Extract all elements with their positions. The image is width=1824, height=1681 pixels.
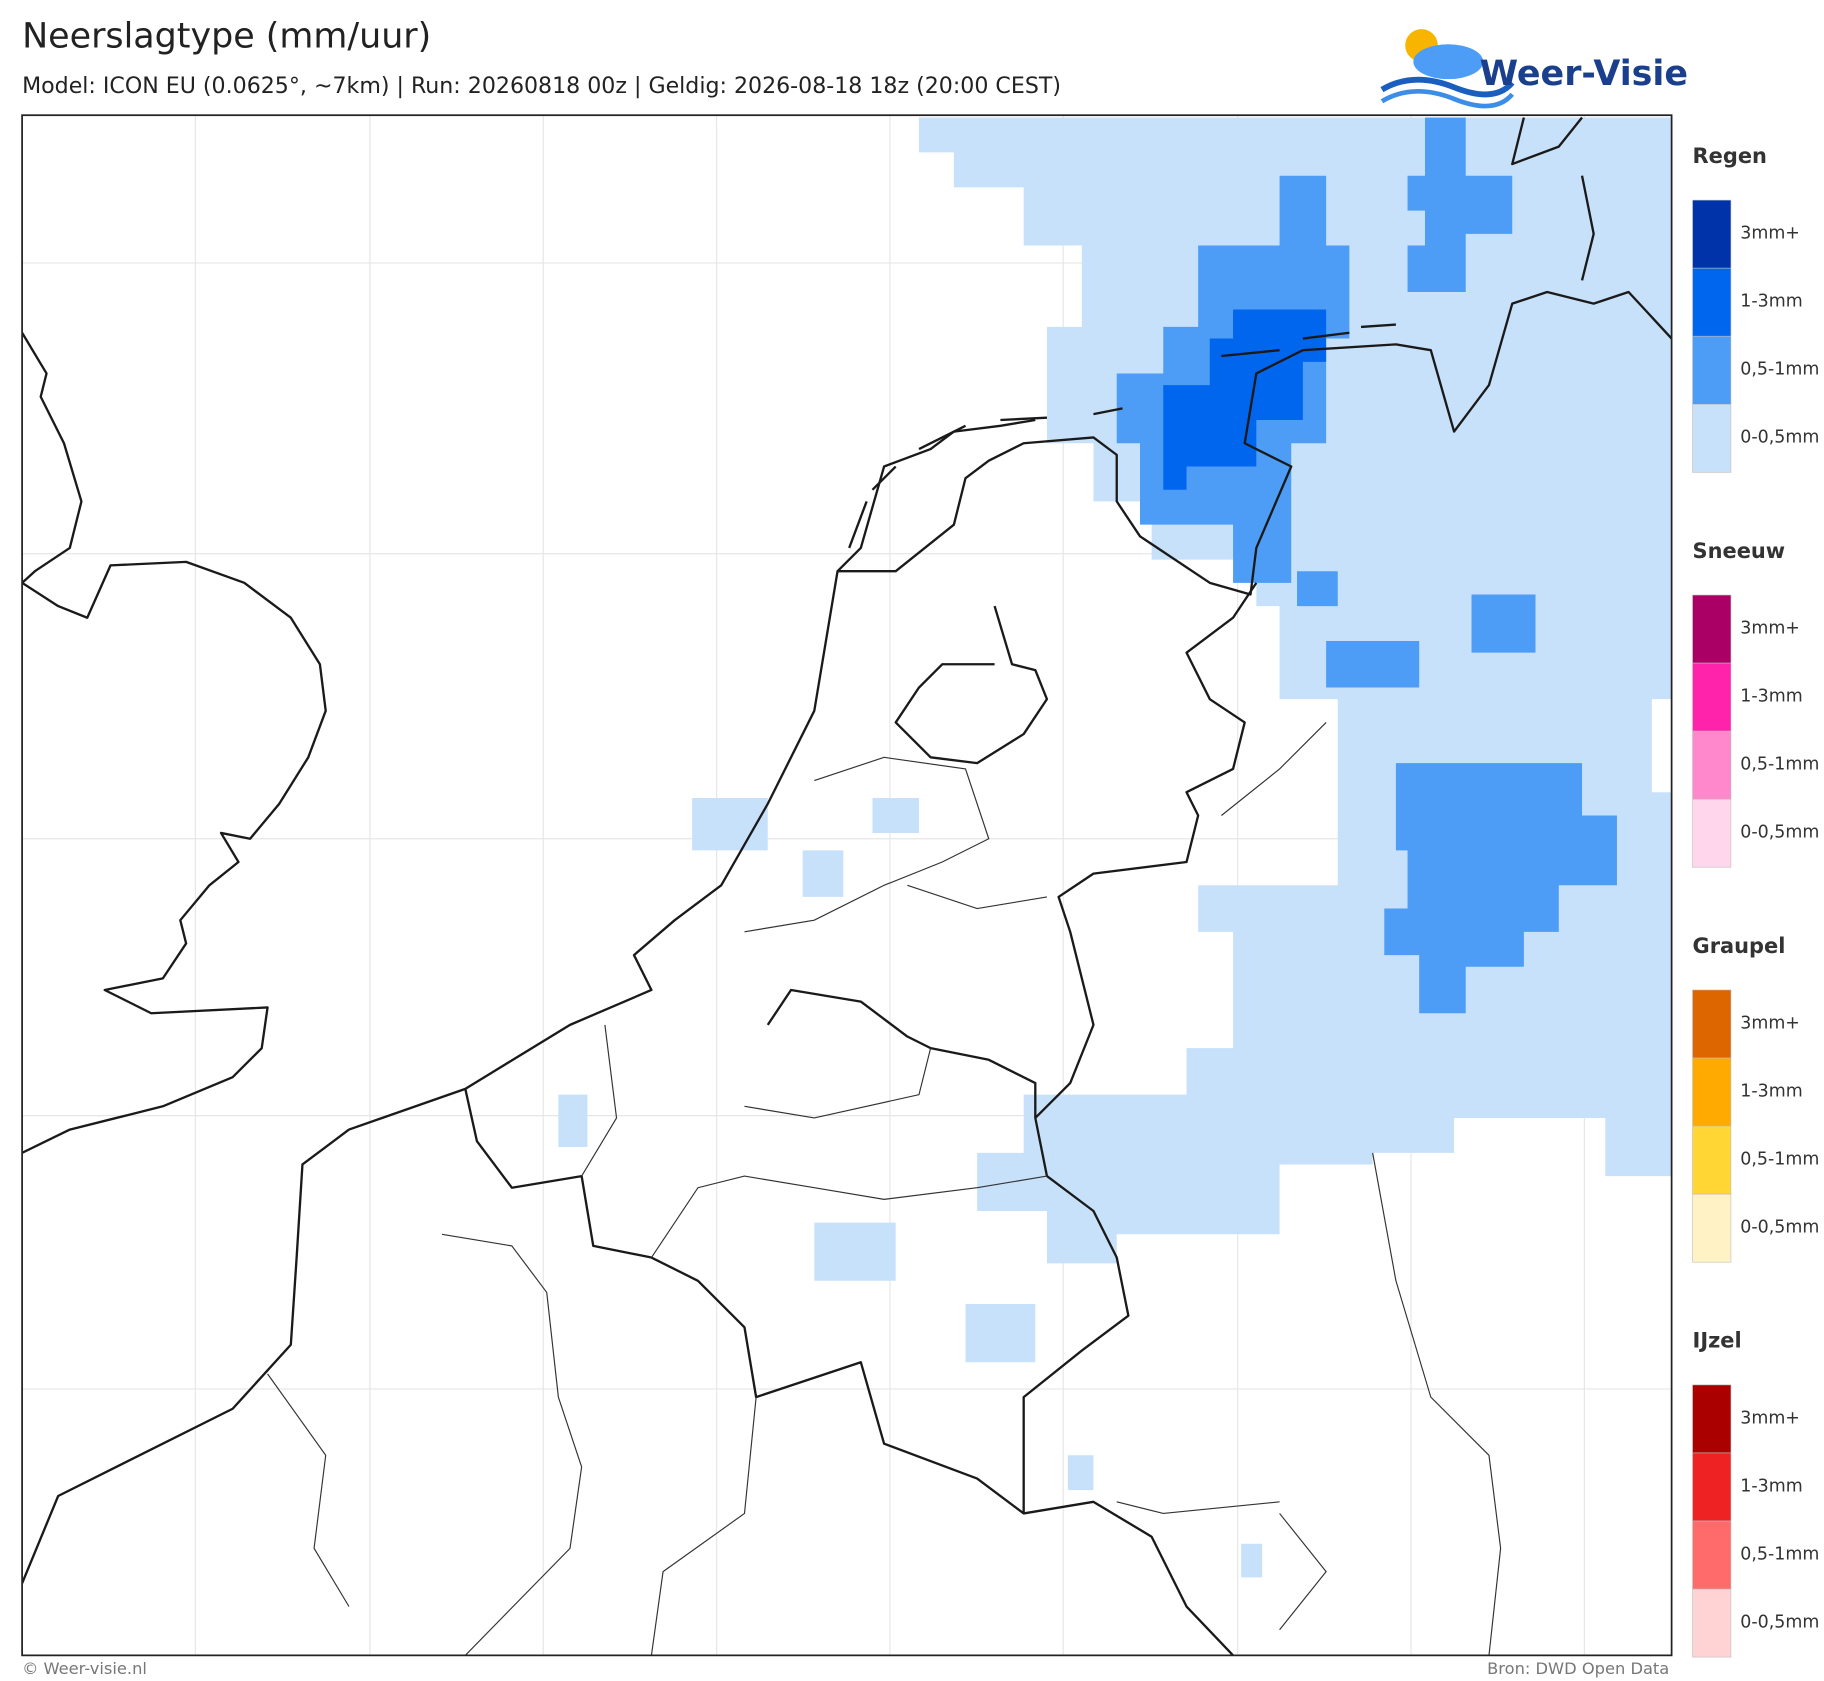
legend-label: 0,5-1mm <box>1740 1544 1819 1564</box>
legend-title: Graupel <box>1693 934 1786 958</box>
legend-label: 1-3mm <box>1740 292 1802 312</box>
borders <box>267 582 1502 1656</box>
legend-title: IJzel <box>1693 1329 1742 1353</box>
map <box>22 115 1672 1656</box>
legend-swatch <box>1692 1588 1732 1658</box>
legend-label: 1-3mm <box>1740 1476 1802 1496</box>
legend-swatch <box>1692 798 1732 868</box>
legend-swatch <box>1692 1384 1732 1454</box>
map-frame <box>21 114 1673 1657</box>
legend-label: 3mm+ <box>1740 618 1800 638</box>
legend-label: 1-3mm <box>1740 686 1802 706</box>
legend-label: 3mm+ <box>1740 224 1800 244</box>
legend-label: 0-0,5mm <box>1740 1612 1819 1632</box>
legend-label: 0,5-1mm <box>1740 360 1819 380</box>
legend-swatch <box>1692 403 1732 473</box>
legend-swatch <box>1692 662 1732 732</box>
legend-swatch <box>1692 1520 1732 1590</box>
legend: Regen 3mm+ 1-3mm 0,5-1mm 0-0,5mm Sneeuw 3mm+ 1-… <box>1692 144 1819 1658</box>
legend-label: 0-0,5mm <box>1740 428 1819 448</box>
legend-title: Regen <box>1693 144 1767 168</box>
precipitation <box>558 117 1672 1578</box>
coastlines <box>22 116 1672 1584</box>
title: Neerslagtype (mm/uur) <box>22 17 431 57</box>
legend-swatch <box>1692 730 1732 800</box>
footer-right: Bron: DWD Open Data <box>1487 1659 1669 1678</box>
legend-label: 3mm+ <box>1740 1408 1800 1428</box>
footer-left: © Weer-visie.nl <box>22 1659 147 1678</box>
legend-swatch <box>1692 1193 1732 1263</box>
legend-swatch <box>1692 1057 1732 1127</box>
legend-swatch <box>1692 1125 1732 1195</box>
legend-swatch <box>1692 335 1732 405</box>
legend-title: Sneeuw <box>1693 539 1786 563</box>
legend-label: 0,5-1mm <box>1740 1149 1819 1169</box>
legend-swatch <box>1692 267 1732 337</box>
subtitle: Model: ICON EU (0.0625°, ~7km) | Run: 20… <box>22 73 1061 99</box>
legend-swatch <box>1692 1452 1732 1522</box>
legend-swatch <box>1692 199 1732 269</box>
legend-swatch <box>1692 594 1732 664</box>
legend-label: 1-3mm <box>1740 1081 1802 1101</box>
logo: Weer-Visie <box>1380 29 1688 109</box>
logo-text: Weer-Visie <box>1480 54 1688 94</box>
legend-label: 0,5-1mm <box>1740 755 1819 775</box>
legend-label: 0-0,5mm <box>1740 823 1819 843</box>
legend-label: 0-0,5mm <box>1740 1218 1819 1238</box>
legend-swatch <box>1692 989 1732 1059</box>
legend-label: 3mm+ <box>1740 1013 1800 1033</box>
